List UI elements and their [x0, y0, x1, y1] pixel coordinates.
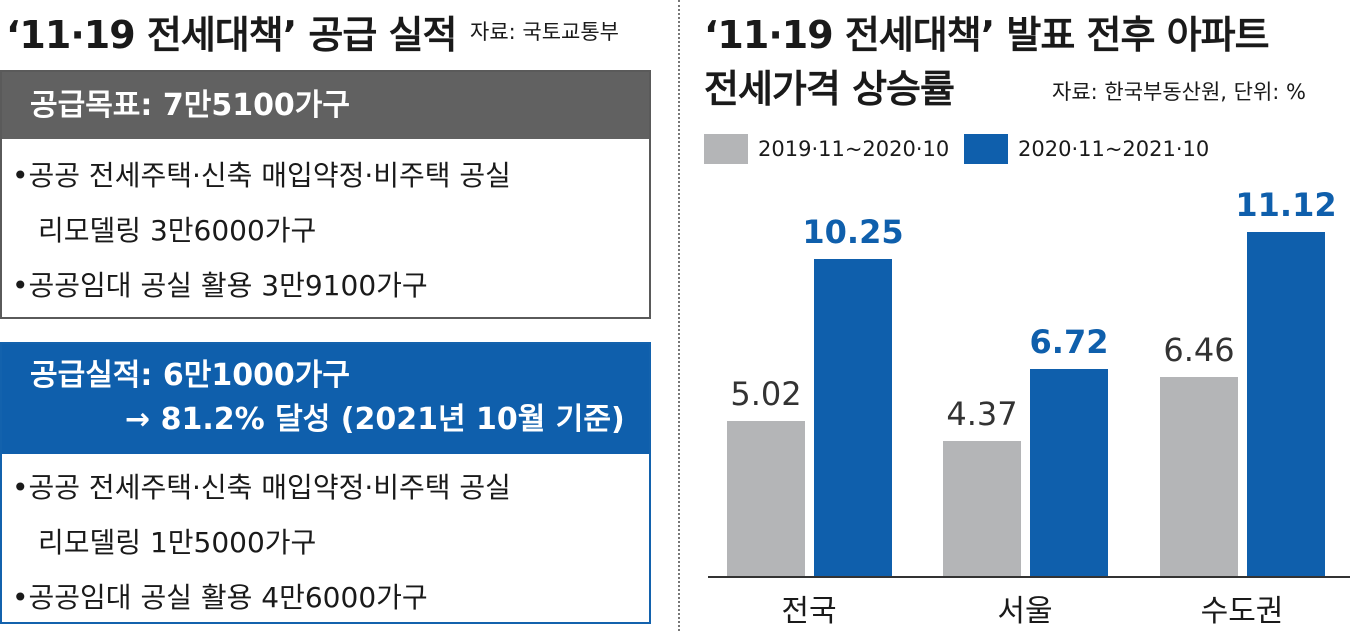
chart-source-note: 자료: 한국부동산원, 단위: % [1052, 80, 1307, 104]
supply-result-header-line2: → 81.2% 달성 (2021년 10월 기준) [125, 402, 625, 437]
left-panel-title: ‘11·19 전세대책’ 공급 실적 [6, 13, 457, 57]
legend-swatch-gray [704, 134, 748, 164]
legend-label: 2020·11~2021·10 [1018, 137, 1210, 161]
supply-result-box: 공급실적: 6만1000가구 → 81.2% 달성 (2021년 10월 기준)… [0, 342, 651, 624]
list-item: •공공 전세주택·신축 매입약정·비주택 공실 [12, 159, 511, 192]
list-item: •공공 전세주택·신축 매입약정·비주택 공실 [12, 471, 511, 504]
legend-item-series-2: 2020·11~2021·10 [964, 134, 1209, 164]
bar-capital-region-series-2 [1247, 232, 1325, 577]
supply-target-header: 공급목표: 7만5100가구 [2, 72, 649, 139]
bar-seoul-series-2 [1030, 369, 1108, 577]
supply-target-list: •공공 전세주택·신축 매입약정·비주택 공실 리모델링 3만6000가구 •공… [2, 139, 649, 313]
bar-nationwide-series-1 [727, 421, 805, 577]
chart-title-line1: ‘11·19 전세대책’ 발표 전후 아파트 [704, 13, 1270, 57]
legend-item-series-1: 2019·11~2020·10 [704, 134, 949, 164]
legend-label: 2019·11~2020·10 [758, 137, 950, 161]
data-label-seoul-series-2: 6.72 [1029, 323, 1109, 361]
legend-swatch-blue [964, 134, 1008, 164]
bar-seoul-series-1 [943, 441, 1021, 577]
data-label-seoul-series-1: 4.37 [946, 395, 1018, 433]
supply-result-header: 공급실적: 6만1000가구 → 81.2% 달성 (2021년 10월 기준) [2, 344, 649, 454]
category-label-seoul: 서울 [997, 594, 1053, 629]
supply-result-list: •공공 전세주택·신축 매입약정·비주택 공실 리모델링 1만5000가구 •공… [2, 454, 649, 625]
data-label-capital-region-series-1: 6.46 [1163, 331, 1235, 369]
chart-baseline [708, 576, 1350, 578]
list-item: •공공임대 공실 활용 4만6000가구 [12, 581, 428, 614]
bar-nationwide-series-2 [814, 259, 892, 577]
data-label-nationwide-series-1: 5.02 [730, 375, 802, 413]
panel-divider [678, 0, 680, 631]
supply-result-header-line1: 공급실적: 6만1000가구 [30, 358, 351, 393]
list-item-continuation: 리모델링 3만6000가구 [38, 214, 317, 247]
data-label-capital-region-series-2: 11.12 [1235, 186, 1337, 224]
category-label-capital-region: 수도권 [1200, 594, 1284, 629]
data-label-nationwide-series-2: 10.25 [802, 213, 904, 251]
list-item-continuation: 리모델링 1만5000가구 [38, 526, 317, 559]
bar-capital-region-series-1 [1160, 377, 1238, 577]
category-label-nationwide: 전국 [781, 594, 837, 629]
supply-target-box: 공급목표: 7만5100가구 •공공 전세주택·신축 매입약정·비주택 공실 리… [0, 70, 651, 319]
left-source-note: 자료: 국토교통부 [470, 20, 619, 44]
list-item: •공공임대 공실 활용 3만9100가구 [12, 269, 428, 302]
chart-title-line2: 전세가격 상승률 [704, 67, 955, 111]
